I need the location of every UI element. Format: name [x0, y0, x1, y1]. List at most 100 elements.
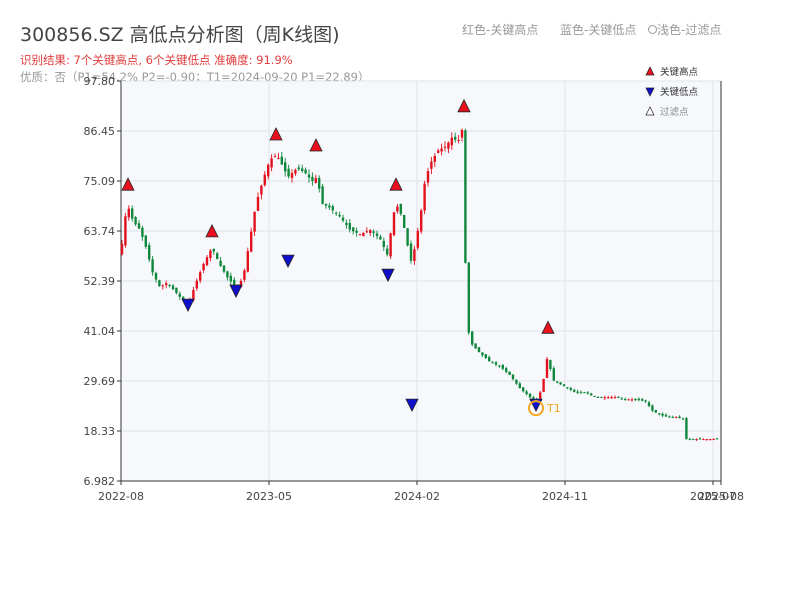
candle — [314, 174, 317, 184]
candle — [338, 211, 341, 218]
candle — [518, 381, 521, 389]
candle — [522, 387, 525, 393]
y-tick-label: 18.33 — [84, 425, 116, 438]
candle — [556, 381, 559, 384]
candle — [246, 247, 249, 273]
candle — [573, 388, 576, 393]
candle — [284, 157, 287, 177]
candle — [712, 438, 715, 441]
candle — [362, 232, 365, 237]
candle — [542, 378, 545, 393]
y-tick-label: 63.74 — [84, 225, 116, 238]
candle — [256, 192, 260, 212]
candle — [671, 415, 674, 419]
legend-high-label: 关键高点 — [660, 66, 699, 78]
candle — [372, 229, 375, 238]
candle — [549, 359, 552, 372]
x-tick-label: 2025-08 — [698, 490, 744, 503]
candle — [692, 438, 695, 440]
candle — [525, 389, 528, 396]
candle — [205, 254, 209, 267]
candle — [467, 261, 470, 336]
candle — [161, 284, 164, 290]
candle — [219, 256, 222, 267]
candle — [566, 387, 569, 390]
key-high-marker — [389, 177, 403, 191]
header-legend-filtered-label: 浅色-过滤点 — [657, 23, 722, 37]
candle — [515, 379, 518, 385]
candle — [175, 287, 178, 295]
candle — [171, 284, 175, 290]
recognition-result: 识别结果: 7个关键高点, 6个关键低点 准确度: 91.9% — [20, 53, 293, 67]
candle — [148, 242, 151, 263]
candle — [270, 154, 273, 172]
header-legend-high: 红色-关键高点 — [462, 23, 539, 37]
candle — [389, 232, 392, 259]
candle — [420, 208, 423, 234]
candle — [304, 167, 307, 175]
candle — [624, 397, 627, 401]
filtered-circle-icon — [648, 25, 657, 34]
candle — [617, 396, 620, 398]
candle — [290, 169, 294, 183]
key-low-marker — [381, 268, 395, 283]
candle — [552, 366, 555, 382]
candle — [413, 245, 416, 265]
candle — [603, 395, 606, 400]
candle — [229, 272, 232, 285]
candle — [134, 216, 137, 226]
candle — [409, 240, 413, 264]
candle — [352, 227, 355, 235]
candle — [399, 203, 402, 216]
candle — [471, 330, 474, 347]
candle — [610, 395, 613, 399]
candle — [222, 265, 226, 274]
key-low-marker — [181, 298, 195, 313]
key-high-marker — [309, 138, 323, 152]
candle — [637, 397, 640, 402]
candle — [307, 169, 311, 183]
candle — [630, 397, 634, 402]
candle — [562, 383, 566, 387]
candle — [120, 240, 124, 256]
candle — [457, 135, 460, 144]
legend-filtered-label: 过滤点 — [660, 106, 689, 118]
y-tick-label: 29.69 — [84, 375, 116, 388]
candle — [709, 438, 712, 441]
candle — [685, 417, 688, 440]
candle — [528, 393, 532, 399]
candle — [233, 277, 236, 287]
candle — [600, 396, 603, 398]
candle — [658, 413, 661, 416]
candle — [664, 413, 668, 417]
key-high-marker — [269, 127, 283, 141]
candle — [698, 437, 702, 440]
candle — [423, 180, 426, 215]
candle — [433, 153, 436, 168]
candle — [137, 220, 141, 229]
candle — [260, 184, 263, 200]
x-tick-label: 2024-02 — [394, 490, 440, 503]
candle — [355, 227, 358, 237]
candle — [158, 279, 161, 288]
candle — [311, 172, 314, 186]
candle — [460, 128, 464, 142]
y-tick-label: 97.80 — [84, 75, 116, 88]
candle — [426, 167, 430, 187]
candle — [341, 214, 345, 223]
candle — [454, 132, 457, 143]
candle — [634, 398, 637, 402]
candle — [644, 399, 647, 404]
candle — [654, 409, 657, 413]
candle — [651, 404, 654, 413]
candle — [209, 249, 212, 262]
candle — [321, 183, 324, 205]
legend-high-icon — [645, 66, 655, 76]
candle — [678, 415, 681, 419]
legend-low-icon — [645, 87, 655, 97]
candle — [144, 234, 147, 249]
candle — [488, 355, 491, 362]
candle — [277, 152, 280, 160]
candle — [641, 397, 644, 402]
candle — [392, 211, 396, 237]
